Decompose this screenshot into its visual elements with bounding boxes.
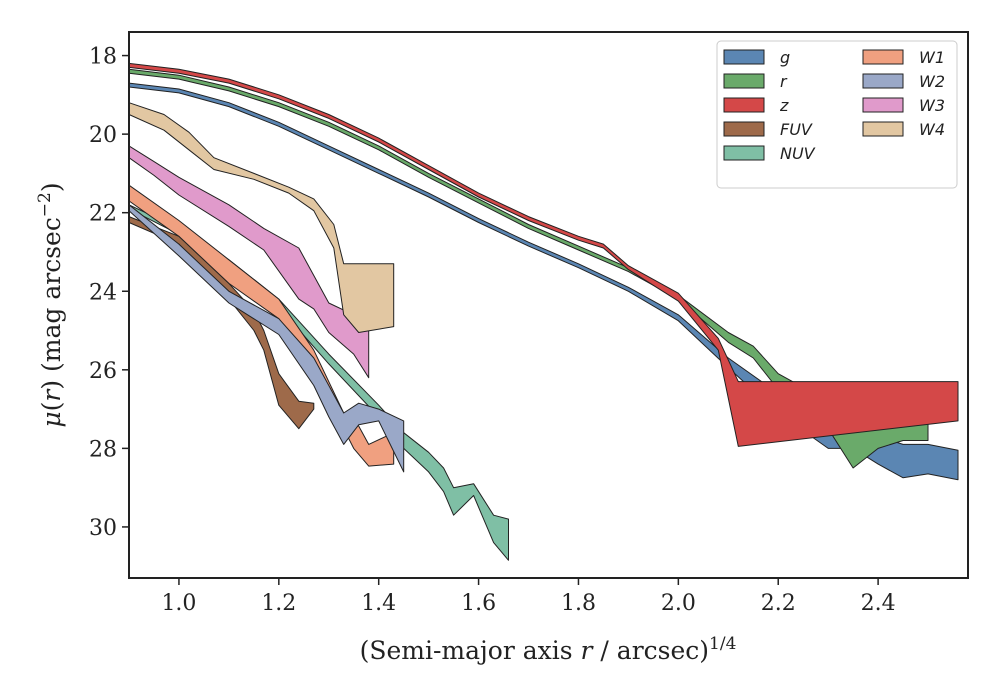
- band-w3: [128, 145, 370, 379]
- legend-swatch-w2: [862, 73, 904, 89]
- band-g: [128, 82, 959, 481]
- series-bands: [128, 62, 959, 561]
- y-tick-label: 18: [89, 45, 117, 70]
- x-axis-label: (Semi-major axis r / arcsec)1/4: [360, 634, 737, 665]
- legend-swatch-r: [723, 73, 765, 89]
- legend-swatch-z: [723, 97, 765, 113]
- plot-frame: [128, 31, 969, 579]
- legend-label-g: g: [780, 48, 790, 67]
- legend-label-r: r: [780, 72, 788, 91]
- legend-label-z: z: [779, 96, 789, 115]
- y-tick-label: 30: [89, 516, 117, 541]
- legend-swatch-nuv: [723, 145, 765, 161]
- x-tick-label: 1.8: [561, 591, 596, 616]
- x-tick-label: 1.6: [461, 591, 496, 616]
- band-z: [128, 62, 959, 447]
- legend-swatch-w3: [862, 97, 904, 113]
- legend-swatch-fuv: [723, 121, 765, 137]
- legend-label-w2: W2: [919, 72, 945, 91]
- x-tick-label: 2.2: [761, 591, 796, 616]
- band-w2: [128, 204, 405, 473]
- legend: grz FUV NUV W1 W2 W3 W4: [716, 40, 958, 189]
- legend-swatch-w1: [862, 49, 904, 65]
- legend-label-fuv: FUV: [780, 120, 813, 139]
- x-axis: 1.0 1.2 1.4 1.6 1.8 2.0 2.2 2.4: [161, 578, 896, 616]
- legend-swatch-g: [723, 49, 765, 65]
- legend-label-w1: W1: [919, 48, 945, 67]
- x-tick-label: 1.0: [161, 591, 196, 616]
- y-tick-label: 28: [89, 437, 117, 462]
- x-tick-label: 2.4: [861, 591, 896, 616]
- legend-label-w4: W4: [919, 120, 945, 139]
- y-tick-label: 20: [89, 123, 117, 148]
- x-tick-label: 2.0: [661, 591, 696, 616]
- legend-label-w3: W3: [919, 96, 945, 115]
- y-axis: 18 20 22 24 26 28 30: [89, 45, 129, 541]
- y-tick-label: 26: [89, 359, 117, 384]
- x-tick-label: 1.2: [261, 591, 296, 616]
- band-w4: [128, 102, 395, 333]
- legend-label-nuv: NUV: [780, 144, 816, 163]
- y-tick-label: 24: [89, 280, 117, 305]
- y-tick-label: 22: [89, 202, 117, 227]
- x-tick-label: 1.4: [361, 591, 396, 616]
- legend-swatch-w4: [862, 121, 904, 137]
- y-axis-label: μ(r) (mag arcsec−2): [35, 182, 66, 427]
